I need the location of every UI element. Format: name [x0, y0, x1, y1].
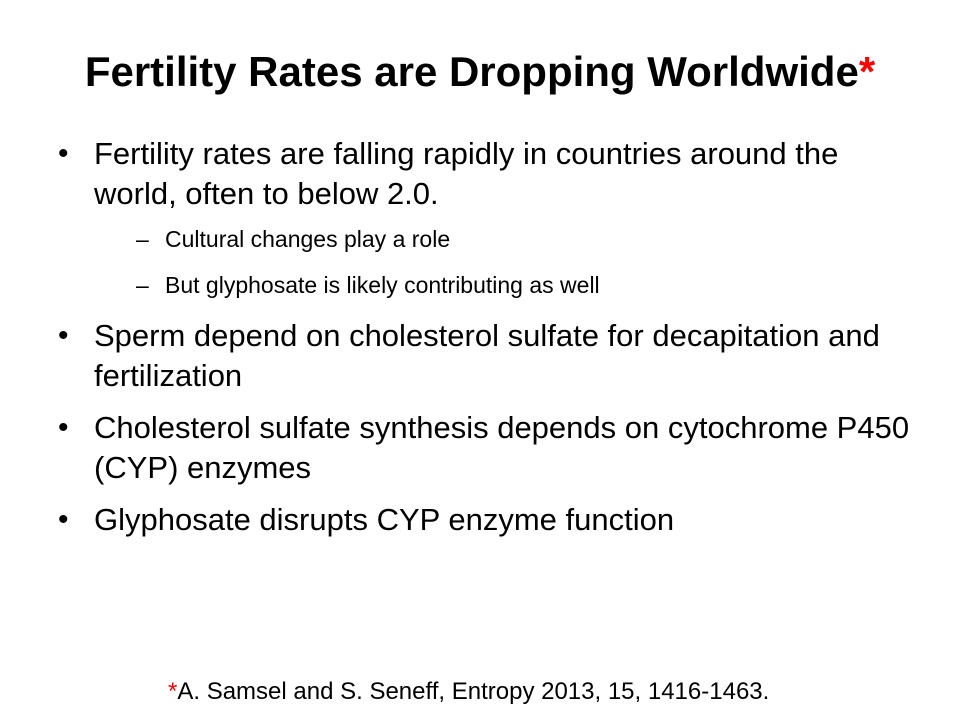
sub-bullet-text: Cultural changes play a role [165, 226, 451, 252]
bullet-text: Glyphosate disrupts CYP enzyme function [94, 502, 675, 537]
sub-bullet-text: But glyphosate is likely contributing as… [165, 272, 600, 298]
footnote-text: A. Samsel and S. Seneff, Entropy 2013, 1… [177, 678, 770, 705]
footnote-marker: * [168, 678, 178, 705]
bullet-item: Fertility rates are falling rapidly in c… [58, 134, 918, 300]
bullet-item: Sperm depend on cholesterol sulfate for … [58, 316, 918, 396]
slide-title-text: Fertility Rates are Dropping Worldwide [84, 48, 859, 95]
title-footnote-marker: * [858, 48, 876, 95]
footnote-citation: *A. Samsel and S. Seneff, Entropy 2013, … [168, 676, 769, 708]
sub-bullet-item: But glyphosate is likely contributing as… [94, 270, 918, 300]
bullet-text: Sperm depend on cholesterol sulfate for … [94, 318, 880, 393]
bullet-text: Fertility rates are falling rapidly in c… [94, 136, 839, 211]
bullet-list: Fertility rates are falling rapidly in c… [58, 134, 918, 552]
sub-bullet-list: Cultural changes play a role But glyphos… [94, 224, 918, 300]
bullet-item: Cholesterol sulfate synthesis depends on… [58, 408, 918, 488]
bullet-text: Cholesterol sulfate synthesis depends on… [94, 410, 910, 485]
slide-title: Fertility Rates are Dropping Worldwide* [0, 46, 960, 98]
bullet-item: Glyphosate disrupts CYP enzyme function [58, 500, 918, 540]
sub-bullet-item: Cultural changes play a role [94, 224, 918, 254]
